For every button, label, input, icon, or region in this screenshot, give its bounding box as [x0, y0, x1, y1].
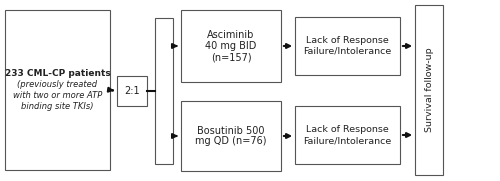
- Bar: [5, 10, 110, 170]
- Text: Failure/Intolerance: Failure/Intolerance: [304, 136, 392, 145]
- Bar: [117, 76, 147, 106]
- Text: Lack of Response: Lack of Response: [306, 36, 389, 45]
- Text: Failure/Intolerance: Failure/Intolerance: [304, 47, 392, 56]
- Bar: [181, 10, 281, 82]
- Text: Lack of Response: Lack of Response: [306, 125, 389, 134]
- Bar: [181, 101, 281, 171]
- Text: 2:1: 2:1: [124, 86, 140, 96]
- Text: (n=157): (n=157): [210, 52, 252, 62]
- Bar: [415, 5, 443, 175]
- Text: (previously treated: (previously treated: [18, 80, 98, 89]
- Text: Survival follow-up: Survival follow-up: [424, 48, 434, 132]
- Bar: [295, 17, 400, 75]
- Text: 233 CML-CP patients: 233 CML-CP patients: [4, 69, 110, 78]
- Bar: [155, 18, 173, 164]
- Text: Bosutinib 500: Bosutinib 500: [197, 125, 265, 136]
- Text: with two or more ATP: with two or more ATP: [13, 91, 102, 100]
- Text: Asciminib: Asciminib: [208, 30, 254, 40]
- Text: mg QD (n=76): mg QD (n=76): [195, 136, 267, 146]
- Text: 40 mg BID: 40 mg BID: [206, 41, 256, 51]
- Text: binding site TKIs): binding site TKIs): [21, 102, 94, 111]
- Bar: [295, 106, 400, 164]
